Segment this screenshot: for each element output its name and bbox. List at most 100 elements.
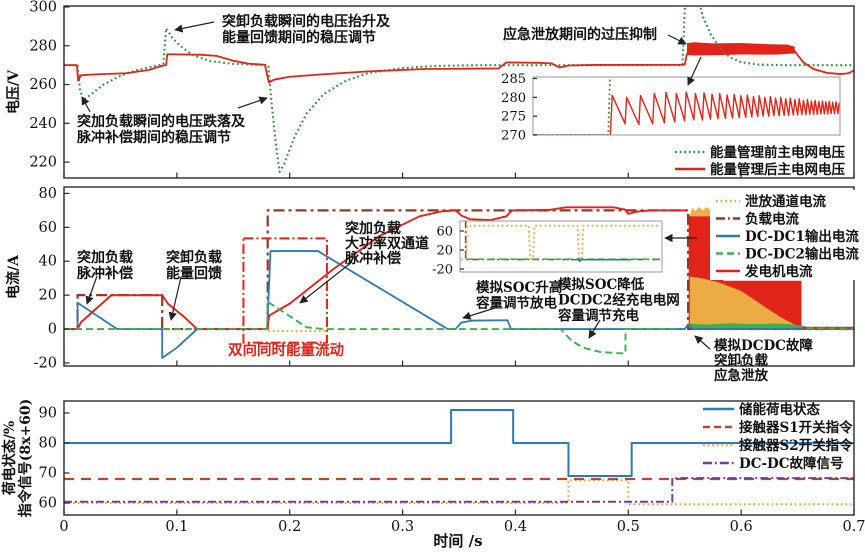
y-tick-label: 220: [29, 155, 57, 171]
axes-frame-soc-signals: [63, 400, 855, 516]
ann-soc-fall-charge: 容量调节充电: [557, 307, 639, 324]
legend-entry: DC-DC故障信号: [703, 455, 844, 472]
annotation-arrow: [168, 276, 182, 321]
legend-entry: DC-DC2输出电流: [716, 246, 859, 263]
legend-entry: 储能荷电状态: [703, 401, 820, 418]
ann-unload-voltage-rise: 能量回馈期间的稳压调节: [222, 29, 376, 46]
y-axis-title: 电流/A: [5, 254, 22, 299]
legend-label: 负载电流: [745, 211, 799, 228]
y-tick-label: 20: [436, 243, 453, 258]
y-tick-label: 280: [501, 91, 526, 106]
annotation-arrow: [85, 275, 98, 305]
x-tick-label: 0.5: [617, 519, 640, 535]
plot-area-soc-signals: [64, 409, 854, 506]
y-tick-label: 275: [501, 110, 526, 125]
legend-label: 能量管理后主电网电压: [710, 161, 845, 178]
y-tick-label: -20: [432, 263, 453, 278]
series-s2-contactor-command: [64, 479, 854, 506]
x-tick-label: 0: [59, 519, 68, 535]
chart-soc-signals: 60 70 80 90 0 0.1 0.2 0.3 0.4 0.5 0.6 0.7 荷电状态/% 指令信号…: [1, 399, 865, 535]
dcdc2-noise-strip: [688, 323, 809, 330]
x-axis-title: 时间 /s: [433, 532, 482, 550]
ann-dcdc-fault: 应急泄放: [714, 367, 768, 384]
y-tick-label: 300: [29, 0, 57, 15]
ann-unload-voltage-rise: 突卸负载瞬间的电压抬升及: [222, 13, 391, 30]
y-tick-label: 285: [501, 72, 526, 87]
chart-current: -20 0 20 40 60 80 电流/A 60 20 -20 泄放通道电流负载电流DC-DC1输…: [5, 186, 859, 384]
series-inset-post-ems-voltage: [533, 91, 840, 135]
ann-unload-energy-feedback: 突卸负载: [166, 249, 222, 266]
ann-soc-rise-discharge: 模拟SOC升高: [476, 279, 562, 296]
ann-load-pulse-comp: 突加负载: [77, 249, 133, 266]
ann-soc-fall-charge: DCDC2经充电电网: [558, 292, 680, 309]
y-tick-label: 40: [39, 254, 57, 270]
annotation-arrow: [667, 34, 687, 45]
x-tick-label: 0.6: [730, 519, 753, 535]
plot-area-discharge-zoom-inset: [461, 221, 661, 263]
ann-dcdc-fault: 模拟DCDC故障: [714, 337, 813, 354]
axes-frame-voltage-zoom-inset: [532, 76, 841, 136]
chart-voltage-zoom-inset: 270 275 280 285: [501, 72, 841, 144]
y-tick-label: -20: [34, 355, 57, 371]
legend-entry: 负载电流: [716, 211, 799, 228]
y-tick-label: 80: [39, 186, 57, 202]
x-tick-label: 0.4: [504, 519, 527, 535]
legend-entry: 接触器S2开关指令: [703, 437, 853, 454]
annotation-arrow: [81, 96, 91, 113]
legend-entry: 接触器S1开关指令: [703, 419, 853, 436]
x-tick-label: 0.1: [165, 519, 188, 535]
annotation-arrow: [237, 96, 268, 109]
legend-entry: DC-DC1输出电流: [716, 228, 859, 245]
bidirectional-flow-box: [242, 237, 328, 344]
ann-load-voltage-dip: 突加负载瞬间的电压跌落及: [77, 113, 246, 130]
legend-label: 储能荷电状态: [738, 401, 820, 418]
legend-entry: 泄放通道电流: [716, 193, 826, 210]
overvoltage-band: [686, 42, 795, 56]
y-axis-title: 指令信号(8x+60): [17, 399, 34, 518]
chart-voltage: 220 240 260 280 300 电压/V 270 275 280 285 能量管理前主电网电…: [5, 0, 855, 179]
x-tick-label: 0.7: [842, 519, 865, 535]
ann-soc-rise-discharge: 容量调节放电: [475, 295, 557, 312]
series-post-ems-voltage-tail: [791, 47, 854, 75]
axes-frame-discharge-zoom-inset: [459, 220, 663, 273]
y-tick-label: 280: [29, 38, 57, 54]
discharge-area-wedge: [689, 276, 795, 330]
ann-dual-channel-pulse: 突加负载: [345, 220, 401, 237]
legend-label: 能量管理前主电网电压: [710, 144, 845, 161]
series-inset-dcdc1-current: [571, 258, 632, 263]
legend-entry: 发电机电流: [716, 263, 813, 280]
series-dcdc1-current: [64, 250, 854, 359]
ann-load-pulse-comp: 脉冲补偿: [76, 265, 133, 282]
ann-soc-fall-charge: 模拟SOC降低: [558, 276, 645, 293]
axes-frame-voltage: [63, 5, 855, 179]
legend-label: DC-DC故障信号: [739, 455, 844, 472]
series-inset-discharge-current: [461, 224, 661, 261]
annotation-arrow: [174, 21, 215, 33]
y-tick-label: 60: [39, 496, 57, 512]
ann-dual-channel-pulse: 大功率双通道: [345, 235, 429, 252]
legend-label: 发电机电流: [744, 263, 813, 280]
x-tick-label: 0.3: [391, 519, 414, 535]
ann-unload-energy-feedback: 能量回馈: [166, 265, 222, 282]
y-tick-label: 60: [39, 220, 57, 236]
x-tick-label: 0.2: [278, 519, 301, 535]
y-tick-label: 60: [436, 224, 453, 239]
legend-entry: 能量管理后主电网电压: [675, 161, 845, 178]
y-tick-label: 260: [29, 77, 57, 93]
ann-load-voltage-dip: 脉冲补偿期间的稳压调节: [76, 129, 231, 146]
series-pre-ems-voltage: [64, 6, 854, 173]
series-soc: [64, 409, 854, 477]
legend-entry: 能量管理前主电网电压: [675, 144, 845, 161]
y-tick-label: 240: [29, 116, 57, 132]
y-axis-title: 荷电状态/%: [1, 421, 18, 496]
series-generator-current: [64, 206, 689, 330]
annotation-arrow: [299, 261, 353, 304]
ann-bidirectional-flow: 双向同时能量流动: [228, 341, 344, 359]
y-axis-title: 电压/V: [5, 69, 22, 114]
y-tick-label: 20: [39, 288, 57, 304]
